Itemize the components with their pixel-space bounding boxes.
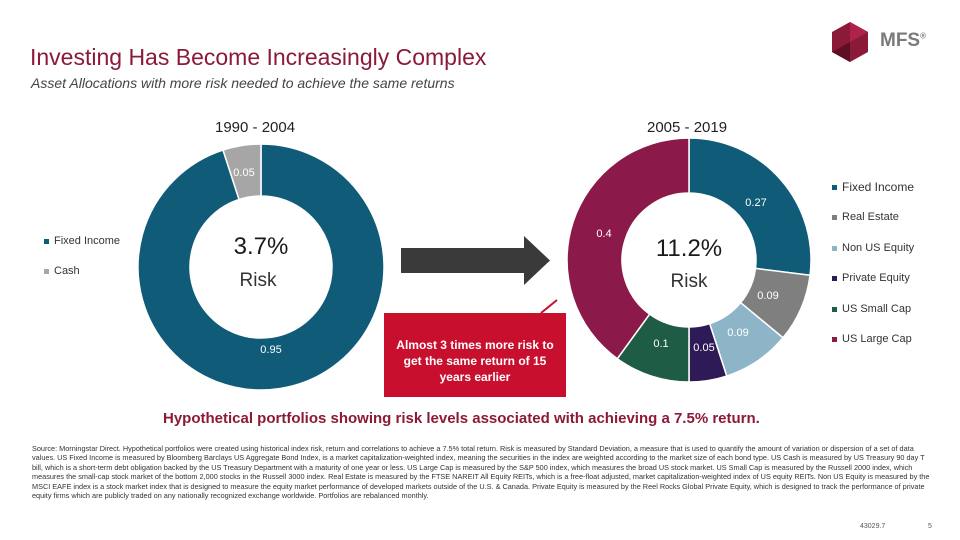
legend-label: Fixed Income [54, 235, 121, 247]
slice-fixed-income [688, 137, 812, 277]
slice-cash [222, 143, 262, 201]
center-risk-label: Risk [671, 271, 708, 292]
logo-text: MFS® [880, 30, 926, 52]
page-code: 43029.7 [860, 523, 886, 530]
logo-registered-mark: ® [920, 31, 927, 41]
bottom-heading: Hypothetical portfolios showing risk lev… [163, 410, 760, 427]
slice-us-large-cap [566, 137, 690, 360]
data-label-fixed-income: 0.27 [745, 197, 766, 209]
legend-item-us-small-cap: US Small Cap [832, 303, 911, 315]
legend-item-us-large-cap: US Large Cap [832, 333, 912, 345]
legend-swatch [832, 245, 837, 251]
mfs-logo-mark-icon [832, 22, 868, 62]
center-risk-value: 11.2% [656, 235, 722, 262]
legend-item-private-equity: Private Equity [832, 272, 910, 284]
legend-label: US Small Cap [842, 303, 912, 315]
slide-subtitle: Asset Allocations with more risk needed … [31, 75, 455, 91]
callout-connector [540, 299, 558, 314]
legend-swatch [44, 268, 49, 274]
legend-swatch [832, 214, 837, 220]
legend-item-fixed-income-2: Fixed Income [832, 180, 914, 194]
legend-swatch [832, 336, 837, 342]
right-arrow-icon [401, 236, 550, 285]
slide-title: Investing Has Become Increasingly Comple… [30, 44, 487, 70]
legend-label: Private Equity [842, 272, 910, 284]
chart-1-title: 1990 - 2004 [215, 119, 296, 136]
source-footnote: Source: Morningstar Direct. Hypothetical… [32, 444, 930, 501]
page-number: 5 [928, 523, 932, 530]
data-label-non-us-equity: 0.09 [727, 327, 748, 339]
chart-2-title: 2005 - 2019 [647, 119, 728, 136]
risk-callout: Almost 3 times more risk to get the same… [384, 313, 566, 397]
legend-swatch [44, 238, 49, 244]
legend-swatch [832, 275, 837, 281]
data-label-cash: 0.05 [233, 167, 254, 179]
legend-label: Real Estate [842, 211, 899, 223]
legend-label: Cash [54, 265, 80, 277]
mfs-logo [832, 22, 868, 62]
data-label-real-estate: 0.09 [757, 290, 778, 302]
legend-item-non-us-equity: Non US Equity [832, 242, 914, 254]
legend-label: Fixed Income [842, 180, 915, 194]
slice-fixed-income [137, 143, 385, 391]
legend-swatch [832, 185, 837, 191]
data-label-private-equity: 0.05 [693, 342, 714, 354]
legend-item-cash: Cash [44, 265, 80, 277]
legend-item-fixed-income: Fixed Income [44, 235, 120, 247]
legend-swatch [832, 306, 837, 312]
donut-chart-1990-2004: 0.95 0.05 3.7% Risk [137, 143, 385, 391]
center-risk-label: Risk [240, 270, 277, 291]
data-label-us-small-cap: 0.1 [653, 338, 668, 350]
legend-label: US Large Cap [842, 333, 912, 345]
center-risk-value: 3.7% [234, 233, 289, 260]
logo-wordmark: MFS [880, 30, 921, 51]
data-label-us-large-cap: 0.4 [596, 228, 611, 240]
legend-label: Non US Equity [842, 242, 915, 254]
legend-item-real-estate: Real Estate [832, 211, 899, 223]
data-label-fixed-income: 0.95 [260, 344, 281, 356]
donut-chart-2005-2019: 0.27 0.09 0.09 0.05 0.1 0.4 11.2% Risk [566, 137, 812, 383]
